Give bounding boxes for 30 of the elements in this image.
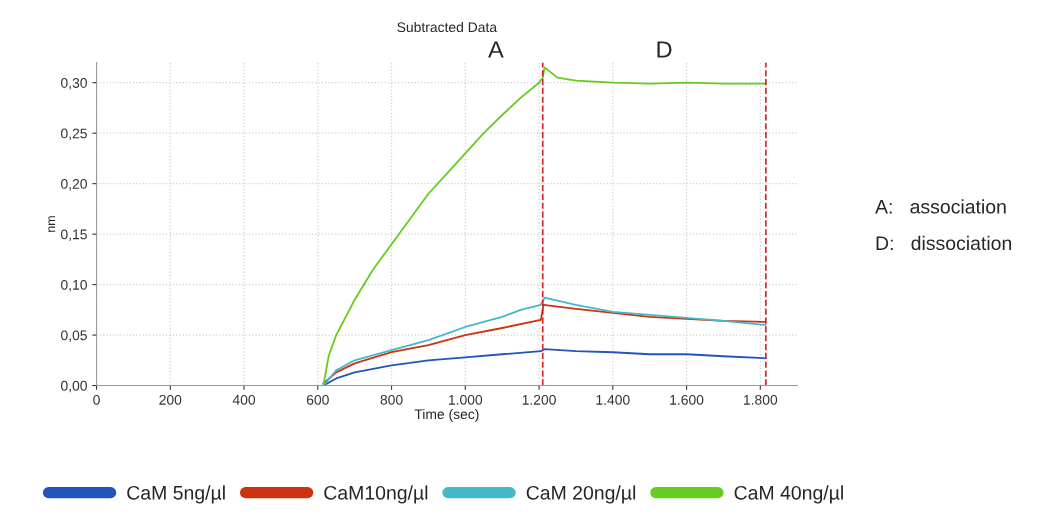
chart-title: Subtracted Data <box>397 21 498 33</box>
x-tick-label: 800 <box>380 394 403 405</box>
x-tick-label: 600 <box>306 394 329 405</box>
y-tick-label: 0,20 <box>61 178 87 191</box>
text: D: dissociation <box>876 235 1012 251</box>
line-series <box>322 348 767 386</box>
x-tick-label: 1.600 <box>670 394 704 405</box>
line-series <box>322 66 767 386</box>
text: A <box>488 41 504 58</box>
x-tick-label: 1.800 <box>743 394 778 405</box>
x-tick-label: 0 <box>93 394 100 405</box>
text: A: association <box>875 199 1006 214</box>
legend-label: CaM 5ng/µl <box>127 485 225 504</box>
x-tick-label: 400 <box>232 394 256 405</box>
y-tick-label: 0,05 <box>61 330 87 342</box>
y-tick-label: 0,10 <box>61 279 87 292</box>
x-axis-title: Time (sec) <box>414 408 479 422</box>
legend-label: CaM 20ng/µl <box>526 485 636 504</box>
legend-label: CaM10ng/µl <box>324 485 428 504</box>
y-tick-label: 0,25 <box>61 128 87 140</box>
x-tick-label: 1.200 <box>522 394 556 405</box>
x-tick-label: 1.000 <box>448 394 483 405</box>
y-tick-label: 0,15 <box>61 229 87 241</box>
x-tick-label: 200 <box>159 394 182 405</box>
y-tick-label: 0,30 <box>61 78 87 90</box>
y-axis-title: nm <box>48 216 56 232</box>
text: D <box>657 41 672 58</box>
x-tick-label: 1.400 <box>596 394 630 405</box>
y-tick-label: 0,00 <box>61 380 87 393</box>
legend-label: CaM 40ng/µl <box>734 485 843 504</box>
